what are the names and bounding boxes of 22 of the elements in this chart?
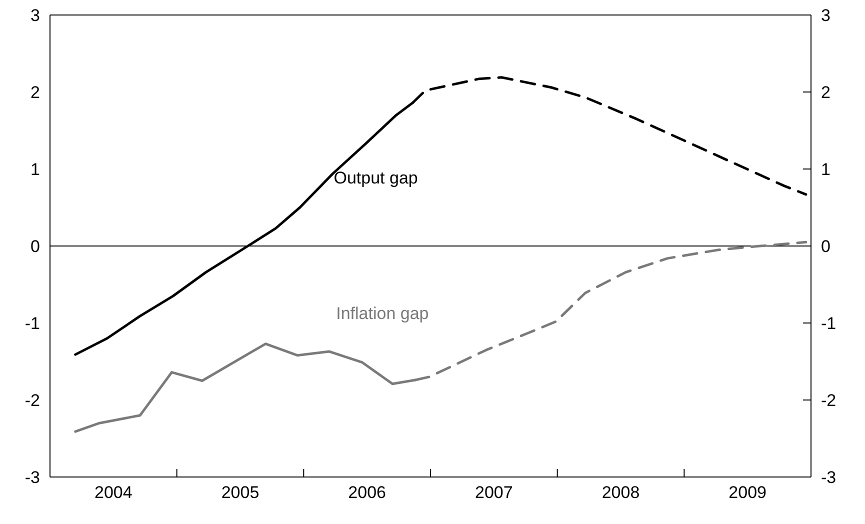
y-tick-label: 3 — [30, 6, 40, 25]
y2-tick-label: 1 — [821, 160, 830, 179]
y-tick-label: -2 — [24, 391, 40, 410]
y2-tick-label: -2 — [821, 391, 836, 410]
y2-tick-label: -1 — [821, 314, 836, 333]
y-tick-label: -3 — [24, 468, 40, 487]
x-tick-label: 2007 — [475, 483, 513, 502]
y-tick-label: 2 — [30, 83, 40, 102]
y2-tick-label: 3 — [821, 6, 830, 25]
y-tick-label: 1 — [30, 160, 40, 179]
y2-tick-label: 2 — [821, 83, 830, 102]
y2-tick-label: 0 — [821, 237, 830, 256]
x-tick-label: 2006 — [348, 483, 386, 502]
x-tick-label: 2005 — [221, 483, 260, 502]
x-tick-label: 2009 — [728, 483, 766, 502]
series-label: Inflation gap — [336, 304, 429, 323]
y2-tick-label: -3 — [821, 468, 836, 487]
y-tick-label: -1 — [24, 314, 40, 333]
x-tick-label: 2004 — [94, 483, 132, 502]
y-tick-label: 0 — [30, 237, 40, 256]
series-label: Output gap — [334, 168, 418, 188]
x-tick-label: 2008 — [602, 483, 640, 502]
